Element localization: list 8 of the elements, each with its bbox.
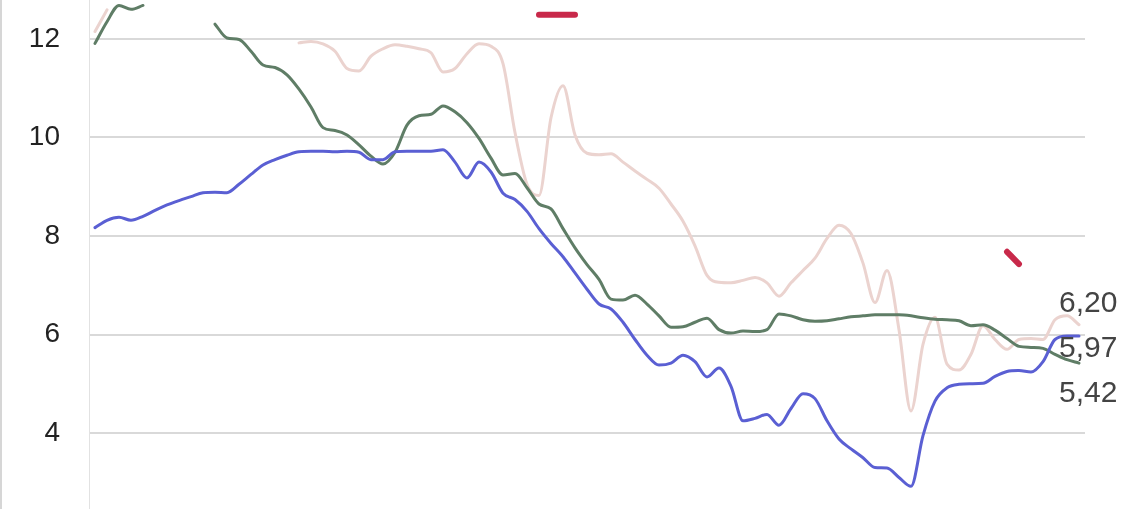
y-tick-label: 6 <box>44 317 60 349</box>
y-tick-label: 10 <box>28 120 60 152</box>
y-tick-label: 12 <box>28 21 60 53</box>
data-label: 6,20 <box>1059 284 1118 318</box>
y-tick-label: 8 <box>44 218 60 250</box>
y-tick-label: 4 <box>44 415 60 447</box>
data-label: 5,97 <box>1059 329 1118 363</box>
data-label: 5,42 <box>1059 374 1118 408</box>
